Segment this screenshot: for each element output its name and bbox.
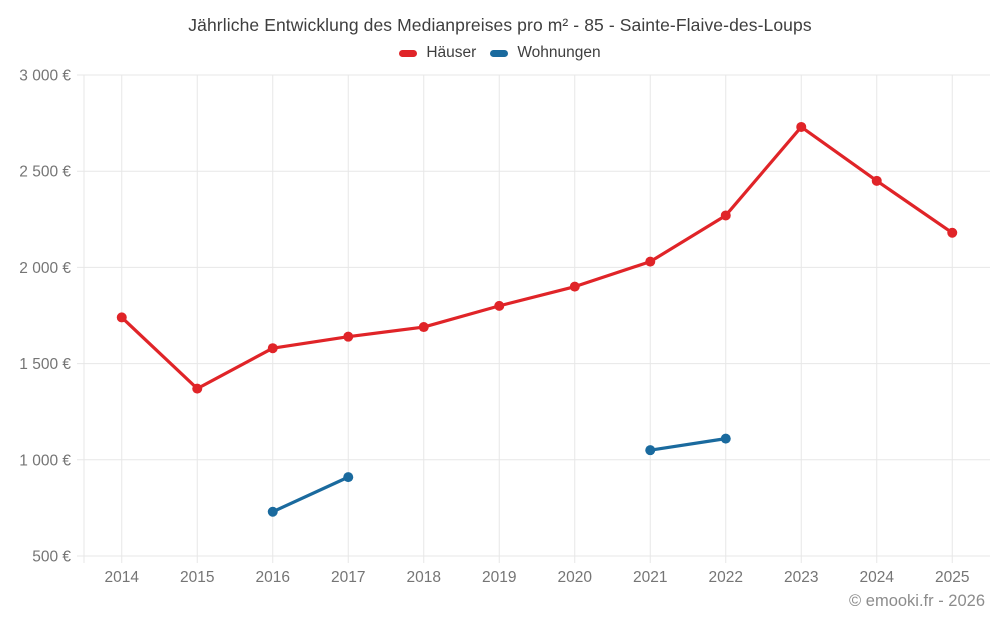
x-axis-tick-label: 2018 (407, 569, 441, 586)
x-axis-tick-label: 2020 (558, 569, 593, 586)
legend-item-haeuser[interactable]: Häuser (399, 44, 476, 62)
data-point-wohnungen-2017[interactable] (343, 472, 354, 483)
chart-title: Jährliche Entwicklung des Medianpreises … (188, 15, 812, 35)
data-point-häuser-2020[interactable] (569, 281, 580, 292)
data-point-häuser-2018[interactable] (418, 322, 429, 333)
series-line-wohnungen (271, 475, 350, 514)
x-axis-tick-label: 2025 (935, 569, 969, 586)
y-axis-tick-label: 1 000 € (19, 452, 71, 469)
y-axis-tick-label: 3 000 € (19, 68, 71, 85)
data-point-häuser-2017[interactable] (343, 331, 354, 342)
data-point-häuser-2016[interactable] (267, 343, 278, 354)
y-axis-tick-label: 1 500 € (19, 356, 71, 373)
data-point-wohnungen-2021[interactable] (645, 445, 656, 456)
legend-item-wohnungen[interactable]: Wohnungen (490, 44, 601, 62)
data-point-wohnungen-2016[interactable] (267, 506, 278, 517)
series-line-häuser (120, 125, 954, 391)
legend-label-wohnungen: Wohnungen (517, 44, 601, 61)
x-axis-tick-label: 2021 (633, 569, 667, 586)
x-axis-tick-label: 2022 (709, 569, 743, 586)
x-axis-tick-label: 2019 (482, 569, 516, 586)
series-line-wohnungen (648, 437, 728, 452)
x-axis-tick-label: 2015 (180, 569, 214, 586)
data-point-häuser-2015[interactable] (192, 383, 203, 394)
legend-swatch-wohnungen-icon (490, 49, 509, 57)
legend: Häuser Wohnungen (0, 44, 1000, 62)
copyright: © emooki.fr - 2026 (849, 592, 985, 610)
data-point-häuser-2022[interactable] (720, 210, 731, 221)
legend-label-haeuser: Häuser (426, 44, 477, 61)
x-axis-tick-label: 2017 (331, 569, 365, 586)
data-point-häuser-2019[interactable] (494, 300, 505, 311)
data-point-häuser-2021[interactable] (645, 256, 656, 267)
x-axis-tick-label: 2023 (784, 569, 818, 586)
data-point-häuser-2014[interactable] (116, 312, 127, 323)
y-axis-tick-label: 2 500 € (19, 164, 71, 181)
x-axis-tick-label: 2016 (256, 569, 290, 586)
data-point-häuser-2024[interactable] (871, 175, 882, 186)
x-axis-tick-label: 2024 (860, 569, 895, 586)
data-point-wohnungen-2022[interactable] (720, 433, 731, 444)
y-axis-tick-label: 500 € (32, 549, 71, 566)
y-axis-tick-label: 2 000 € (19, 260, 71, 277)
data-point-häuser-2025[interactable] (947, 227, 958, 238)
x-axis-tick-label: 2014 (105, 569, 140, 586)
legend-swatch-haeuser-icon (399, 49, 418, 57)
data-point-häuser-2023[interactable] (796, 121, 807, 132)
